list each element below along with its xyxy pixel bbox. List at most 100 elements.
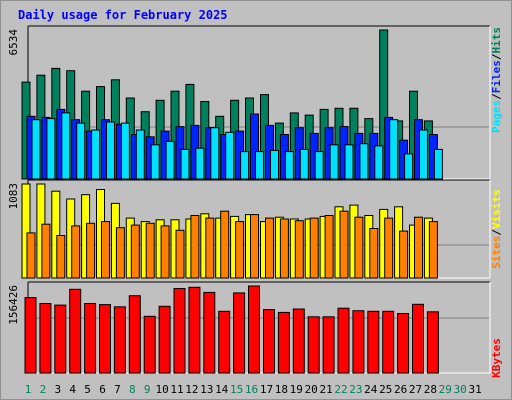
bar-kbytes-day-25 xyxy=(382,310,395,374)
legend-sites: Sites xyxy=(490,236,503,269)
day-label-29: 29 xyxy=(439,383,452,396)
bar-pages-day-24 xyxy=(374,145,384,180)
day-label-21: 21 xyxy=(319,383,332,396)
bar-pages-day-28 xyxy=(433,148,443,180)
bar-kbytes-day-4 xyxy=(69,288,82,374)
bar-kbytes-day-23 xyxy=(352,310,365,374)
day-label-1: 1 xyxy=(25,383,32,396)
bar-kbytes-day-14 xyxy=(218,310,231,374)
bar-sites-day-6 xyxy=(101,221,110,279)
day-label-10: 10 xyxy=(155,383,168,396)
day-label-7: 7 xyxy=(114,383,121,396)
bar-sites-day-1 xyxy=(26,232,36,279)
bar-kbytes-day-17 xyxy=(263,309,275,374)
bar-kbytes-day-10 xyxy=(158,305,171,374)
bar-sites-day-22 xyxy=(339,210,349,279)
day-label-28: 28 xyxy=(424,383,437,396)
bar-sites-day-7 xyxy=(115,227,125,279)
bar-files-day-16 xyxy=(250,113,259,180)
bar-kbytes-day-2 xyxy=(39,303,52,374)
chart-panels: 6534Pages/Files/Hits1083Sites/Visits1564… xyxy=(7,25,503,378)
bar-kbytes-day-28 xyxy=(426,311,439,374)
bar-pages-day-21 xyxy=(329,144,339,180)
bar-pages-day-4 xyxy=(76,122,86,180)
bar-kbytes-day-11 xyxy=(173,288,186,374)
bar-kbytes-day-18 xyxy=(277,311,290,374)
bar-kbytes-day-1 xyxy=(24,297,37,374)
panel-legend: Sites/Visits xyxy=(490,189,503,269)
bar-sites-day-10 xyxy=(160,225,170,279)
panel-max-label: 1083 xyxy=(7,183,20,210)
day-label-23: 23 xyxy=(349,383,362,396)
bar-kbytes-day-27 xyxy=(412,303,424,374)
bar-pages-day-3 xyxy=(61,112,71,180)
day-label-5: 5 xyxy=(84,383,91,396)
bar-pages-day-7 xyxy=(120,122,130,180)
bar-pages-day-8 xyxy=(135,129,145,180)
day-label-26: 26 xyxy=(394,383,407,396)
bar-pages-day-11 xyxy=(180,148,190,180)
bar-sites-day-5 xyxy=(86,222,96,279)
legend-files: Files xyxy=(490,60,503,93)
bar-sites-day-9 xyxy=(145,222,155,279)
day-label-8: 8 xyxy=(129,383,136,396)
bar-pages-day-10 xyxy=(165,140,175,180)
panel-kbytes: 156426 KBytes xyxy=(7,281,503,378)
bar-pages-day-22 xyxy=(344,144,354,180)
bar-sites-day-16 xyxy=(250,214,259,279)
bar-sites-day-12 xyxy=(190,215,200,279)
bar-kbytes-day-12 xyxy=(188,286,201,374)
day-label-12: 12 xyxy=(185,383,198,396)
bar-sites-day-18 xyxy=(279,218,289,279)
bar-sites-day-25 xyxy=(384,217,394,279)
panel-visits-sites: 1083 Sites/Visits xyxy=(7,179,503,279)
day-label-31: 31 xyxy=(468,383,481,396)
bar-kbytes-day-9 xyxy=(143,315,156,374)
day-label-30: 30 xyxy=(454,383,467,396)
bar-pages-day-17 xyxy=(270,150,279,180)
panel-max-label: 156426 xyxy=(7,285,20,325)
bar-sites-day-8 xyxy=(130,224,140,279)
bar-hits-day-25 xyxy=(379,29,389,180)
bar-pages-day-16 xyxy=(255,151,264,180)
bar-pages-day-5 xyxy=(91,129,101,180)
bar-sites-day-14 xyxy=(220,210,230,279)
bar-kbytes-day-16 xyxy=(248,285,260,374)
legend-kbytes: KBytes xyxy=(490,338,503,378)
bar-kbytes-day-6 xyxy=(99,304,111,374)
bar-sites-day-4 xyxy=(71,225,81,279)
bar-pages-day-19 xyxy=(299,148,309,180)
bar-pages-day-25 xyxy=(389,119,399,180)
bar-kbytes-day-21 xyxy=(322,316,335,374)
panel-legend: KBytes xyxy=(490,338,503,378)
day-label-20: 20 xyxy=(305,383,318,396)
bar-sites-day-3 xyxy=(56,235,66,279)
day-label-9: 9 xyxy=(144,383,151,396)
day-label-11: 11 xyxy=(170,383,183,396)
day-axis: 1 2 3 4 5 6 7 8 9 10 11 12 13 14 15 16 17 18 19 20 21 22 23 24 2… xyxy=(25,383,482,396)
day-label-15: 15 xyxy=(230,383,243,396)
legend-sep: / xyxy=(490,93,503,100)
bar-pages-day-27 xyxy=(419,129,428,180)
bar-sites-day-19 xyxy=(294,220,304,279)
bar-kbytes-day-26 xyxy=(397,313,410,374)
bar-sites-day-20 xyxy=(309,217,319,279)
day-label-3: 3 xyxy=(54,383,61,396)
bar-pages-day-15 xyxy=(240,151,250,180)
bar-sites-day-26 xyxy=(399,230,409,279)
bar-pages-day-23 xyxy=(359,143,369,180)
bar-kbytes-day-5 xyxy=(84,303,97,374)
bar-sites-day-23 xyxy=(354,216,364,279)
day-label-18: 18 xyxy=(275,383,288,396)
bar-pages-day-26 xyxy=(404,153,414,180)
bar-kbytes-day-22 xyxy=(337,307,350,374)
day-label-14: 14 xyxy=(215,383,229,396)
bar-sites-day-17 xyxy=(265,217,274,279)
bar-kbytes-day-19 xyxy=(292,308,305,374)
legend-hits: Hits xyxy=(490,27,503,54)
legend-pages: Pages xyxy=(490,100,503,133)
panel-max-label: 6534 xyxy=(7,29,20,56)
bar-kbytes-day-8 xyxy=(128,295,141,374)
